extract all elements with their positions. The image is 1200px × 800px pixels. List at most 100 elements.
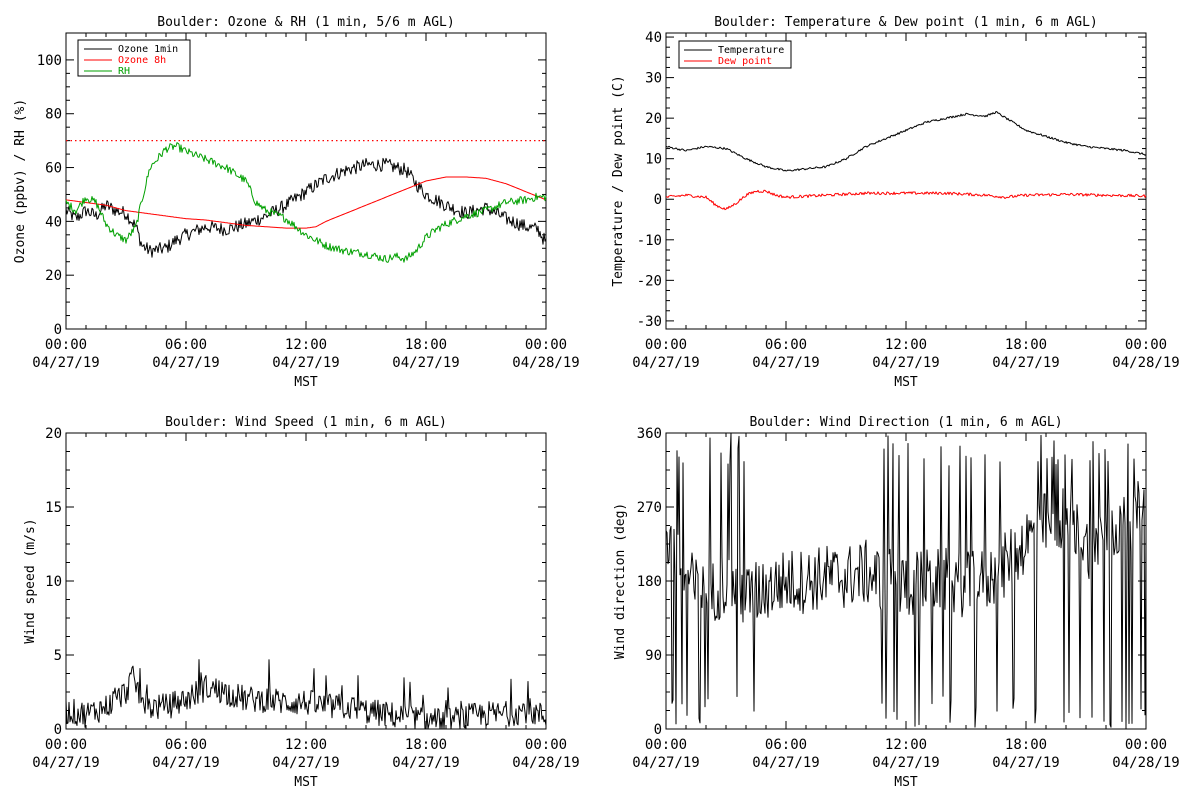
- legend-label-ozone-1min: Ozone 1min: [118, 44, 178, 55]
- y-tick-label: 5: [54, 648, 62, 664]
- legend: Temperature Dew point: [678, 40, 792, 69]
- x-tick-time: 12:00: [885, 737, 927, 753]
- x-tick-date: 04/27/19: [32, 355, 99, 371]
- series-lines: [65, 142, 547, 263]
- x-tick-date: 04/27/19: [392, 755, 459, 771]
- x-tick-time: 00:00: [645, 737, 687, 753]
- chart-title: Boulder: Ozone & RH (1 min, 5/6 m AGL): [157, 15, 454, 30]
- chart-title: Boulder: Temperature & Dew point (1 min,…: [714, 15, 1098, 30]
- x-tick-date: 04/27/19: [632, 355, 699, 371]
- y-tick-label: 90: [645, 648, 662, 664]
- chart-ozone-rh: Boulder: Ozone & RH (1 min, 5/6 m AGL) 0…: [13, 15, 580, 390]
- plot-frame: [65, 32, 547, 330]
- x-tick-date: 04/27/19: [992, 755, 1059, 771]
- x-tick-time: 00:00: [1125, 337, 1167, 353]
- y-tick-label: 360: [637, 426, 662, 442]
- series-line-rh: [65, 142, 547, 263]
- y-tick-label: 10: [645, 152, 662, 168]
- series-line-dew-point: [666, 189, 1147, 211]
- x-tick-date: 04/27/19: [152, 355, 219, 371]
- x-tick-time: 06:00: [165, 737, 207, 753]
- x-tick-date: 04/27/19: [872, 355, 939, 371]
- x-tick-time: 00:00: [525, 337, 567, 353]
- x-tick-date: 04/27/19: [632, 755, 699, 771]
- x-tick-date: 04/28/19: [1112, 355, 1179, 371]
- x-tick-date: 04/28/19: [512, 355, 579, 371]
- x-axis: 00:00 04/27/19 06:00 04/27/19 12:00 04/27/19 1…: [632, 33, 1180, 371]
- x-tick-time: 00:00: [45, 337, 87, 353]
- x-tick-date: 04/28/19: [512, 755, 579, 771]
- y-tick-label: 40: [645, 30, 662, 46]
- x-axis: 00:00 04/27/19 06:00 04/27/19 12:00 04/27/19 1…: [32, 33, 580, 371]
- y-axis-label: Wind direction (deg): [613, 503, 628, 660]
- x-tick-date: 04/27/19: [392, 355, 459, 371]
- y-axis: 0 20 40 60 80 100: [37, 53, 546, 338]
- y-tick-label: 20: [45, 268, 62, 284]
- x-tick-time: 12:00: [285, 337, 327, 353]
- x-tick-time: 18:00: [1005, 737, 1047, 753]
- y-tick-label: 20: [45, 426, 62, 442]
- x-tick-time: 00:00: [1125, 737, 1167, 753]
- x-axis-label: MST: [294, 775, 318, 790]
- x-tick-time: 06:00: [765, 737, 807, 753]
- y-axis: -30 -20 -10 0 10 20 30 40: [637, 30, 1146, 330]
- x-tick-time: 06:00: [165, 337, 207, 353]
- y-tick-label: 270: [637, 500, 662, 516]
- y-tick-label: 0: [654, 722, 662, 738]
- y-tick-label: 30: [645, 71, 662, 87]
- chart-wind-speed: Boulder: Wind Speed (1 min, 6 m AGL) 0 5 1…: [23, 415, 580, 790]
- series-lines: [665, 432, 1147, 728]
- legend: Ozone 1min Ozone 8h RH: [77, 39, 191, 77]
- y-tick-label: 0: [54, 722, 62, 738]
- y-tick-label: -20: [637, 273, 662, 289]
- plot-frame: [665, 32, 1147, 330]
- y-tick-label: 100: [37, 53, 62, 69]
- x-tick-date: 04/27/19: [32, 755, 99, 771]
- legend-label-dew-point: Dew point: [718, 56, 772, 67]
- y-tick-label: 20: [645, 111, 662, 127]
- series-line-ozone-1min: [65, 157, 547, 258]
- series-line-wind_dir: [665, 432, 1147, 728]
- x-tick-time: 18:00: [405, 337, 447, 353]
- series-line-wind_speed: [65, 659, 547, 730]
- x-tick-date: 04/27/19: [752, 355, 819, 371]
- x-axis-label: MST: [294, 375, 318, 390]
- y-axis-label: Wind speed (m/s): [23, 518, 38, 643]
- x-tick-time: 00:00: [45, 737, 87, 753]
- x-tick-time: 06:00: [765, 337, 807, 353]
- y-tick-label: 60: [45, 161, 62, 177]
- x-tick-time: 00:00: [525, 737, 567, 753]
- series-lines: [665, 111, 1147, 211]
- x-axis-label: MST: [894, 375, 918, 390]
- y-tick-label: 180: [637, 574, 662, 590]
- x-tick-date: 04/27/19: [152, 755, 219, 771]
- chart-title: Boulder: Wind Direction (1 min, 6 m AGL): [749, 415, 1062, 430]
- legend-label-rh: RH: [118, 66, 130, 77]
- x-tick-time: 18:00: [1005, 337, 1047, 353]
- legend-box: [678, 40, 792, 69]
- x-axis: 00:00 04/27/19 06:00 04/27/19 12:00 04/27/19 1…: [32, 433, 580, 771]
- x-tick-time: 00:00: [645, 337, 687, 353]
- series-lines: [65, 659, 547, 730]
- y-axis-label: Ozone (ppbv) / RH (%): [13, 99, 28, 263]
- y-axis-label: Temperature / Dew point (C): [611, 75, 626, 286]
- y-tick-label: 40: [45, 214, 62, 230]
- y-axis: 0 90 180 270 360: [637, 426, 1146, 738]
- series-line-ozone-8h: [65, 176, 547, 229]
- x-tick-time: 18:00: [405, 737, 447, 753]
- y-tick-label: 15: [45, 500, 62, 516]
- legend-box: [77, 39, 191, 77]
- legend-label-temperature: Temperature: [718, 45, 784, 56]
- x-tick-time: 12:00: [285, 737, 327, 753]
- x-tick-date: 04/27/19: [752, 755, 819, 771]
- x-axis-label: MST: [894, 775, 918, 790]
- chart-wind-direction: Boulder: Wind Direction (1 min, 6 m AGL)…: [613, 415, 1180, 790]
- y-tick-label: -30: [637, 314, 662, 330]
- x-axis: 00:00 04/27/19 06:00 04/27/19 12:00 04/27/19 1…: [632, 433, 1180, 771]
- y-tick-label: 80: [45, 107, 62, 123]
- x-tick-date: 04/28/19: [1112, 755, 1179, 771]
- y-tick-label: 0: [54, 322, 62, 338]
- y-tick-label: -10: [637, 233, 662, 249]
- y-axis: 0 5 10 15 20: [45, 426, 546, 738]
